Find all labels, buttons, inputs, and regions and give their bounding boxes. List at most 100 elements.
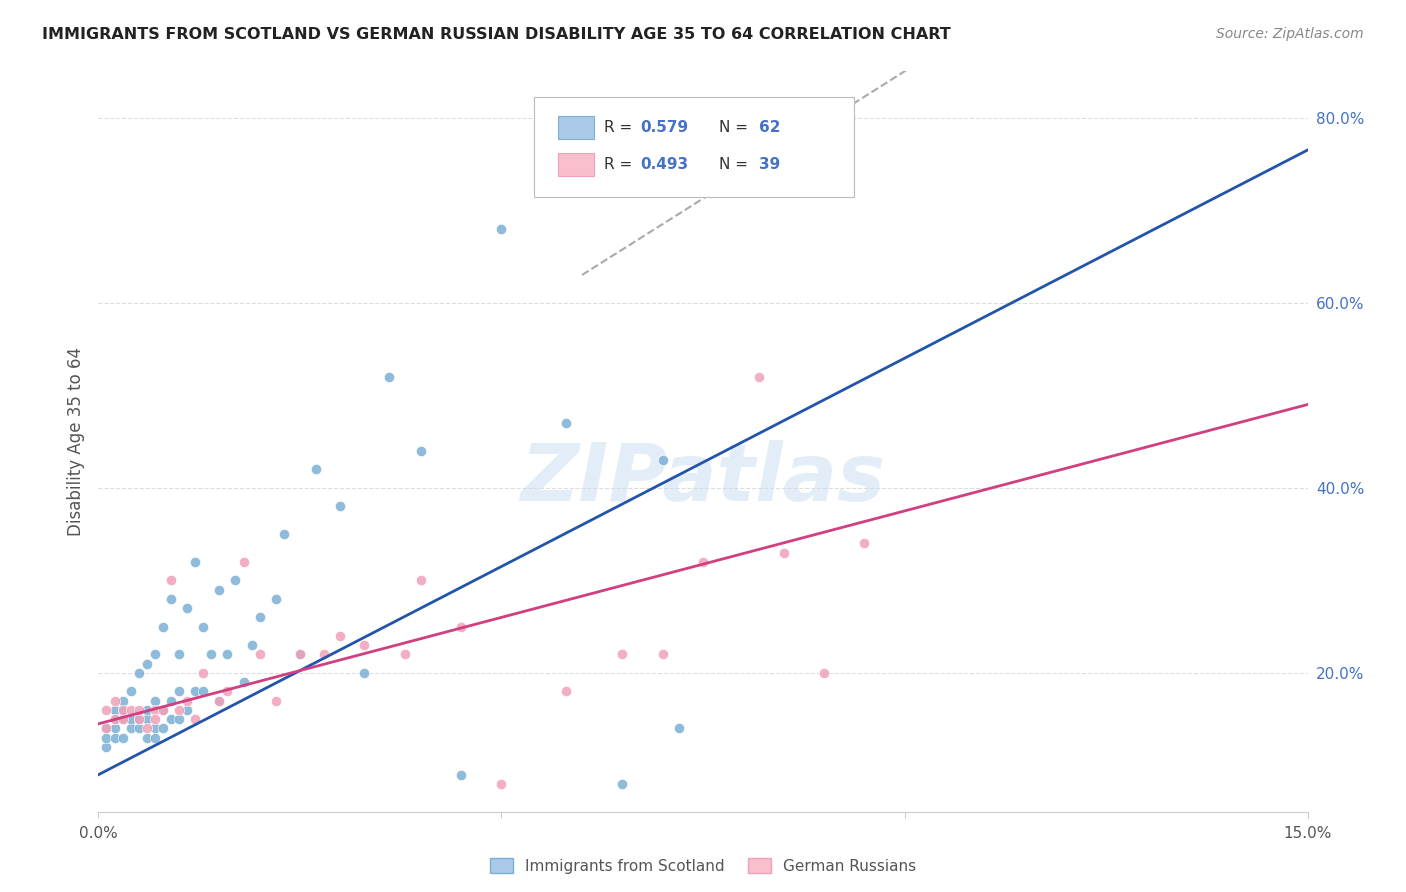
Point bbox=[128, 722, 150, 736]
Text: ZIPatlas: ZIPatlas bbox=[520, 440, 886, 517]
Point bbox=[120, 722, 142, 736]
FancyBboxPatch shape bbox=[558, 116, 595, 139]
Point bbox=[96, 739, 118, 754]
Point bbox=[96, 731, 118, 745]
Point bbox=[160, 712, 183, 726]
Point bbox=[232, 555, 254, 569]
Point bbox=[264, 591, 287, 606]
Point bbox=[409, 443, 432, 458]
Point bbox=[103, 722, 125, 736]
Point bbox=[288, 648, 311, 662]
Point bbox=[135, 731, 157, 745]
Text: IMMIGRANTS FROM SCOTLAND VS GERMAN RUSSIAN DISABILITY AGE 35 TO 64 CORRELATION C: IMMIGRANTS FROM SCOTLAND VS GERMAN RUSSI… bbox=[42, 27, 950, 42]
Point bbox=[135, 703, 157, 717]
Point bbox=[103, 694, 125, 708]
Text: 62: 62 bbox=[759, 120, 780, 135]
Point bbox=[329, 629, 352, 643]
Point bbox=[193, 619, 215, 633]
Point bbox=[128, 712, 150, 726]
Point bbox=[249, 648, 271, 662]
Point bbox=[143, 731, 166, 745]
Text: Source: ZipAtlas.com: Source: ZipAtlas.com bbox=[1216, 27, 1364, 41]
Point bbox=[772, 545, 794, 560]
Point bbox=[176, 694, 198, 708]
FancyBboxPatch shape bbox=[558, 153, 595, 177]
Point bbox=[224, 574, 246, 588]
Point bbox=[184, 712, 207, 726]
Point bbox=[167, 703, 190, 717]
Point bbox=[853, 536, 876, 550]
Point bbox=[111, 694, 134, 708]
Point bbox=[135, 712, 157, 726]
Point bbox=[103, 731, 125, 745]
Point bbox=[208, 694, 231, 708]
Point bbox=[103, 712, 125, 726]
Point bbox=[152, 703, 174, 717]
Point bbox=[160, 574, 183, 588]
Y-axis label: Disability Age 35 to 64: Disability Age 35 to 64 bbox=[66, 347, 84, 536]
Point bbox=[450, 619, 472, 633]
Point bbox=[176, 601, 198, 615]
Point bbox=[491, 221, 513, 235]
Point bbox=[176, 703, 198, 717]
Point bbox=[160, 591, 183, 606]
Point bbox=[200, 648, 222, 662]
Point bbox=[217, 648, 239, 662]
Point bbox=[167, 712, 190, 726]
Point bbox=[353, 665, 375, 680]
Text: R =: R = bbox=[603, 120, 637, 135]
Legend: Immigrants from Scotland, German Russians: Immigrants from Scotland, German Russian… bbox=[484, 852, 922, 880]
Point bbox=[555, 684, 578, 698]
Point bbox=[184, 555, 207, 569]
Point bbox=[152, 703, 174, 717]
Point bbox=[184, 684, 207, 698]
Point bbox=[264, 694, 287, 708]
Point bbox=[193, 665, 215, 680]
Point bbox=[111, 731, 134, 745]
Point bbox=[152, 619, 174, 633]
Point bbox=[111, 703, 134, 717]
Point bbox=[668, 722, 690, 736]
Point bbox=[377, 369, 399, 384]
Point bbox=[813, 665, 835, 680]
Point bbox=[394, 648, 416, 662]
Point bbox=[167, 684, 190, 698]
Point bbox=[651, 648, 673, 662]
Text: R =: R = bbox=[603, 157, 637, 172]
Point bbox=[160, 694, 183, 708]
Point bbox=[143, 694, 166, 708]
Point bbox=[208, 582, 231, 597]
Point bbox=[120, 684, 142, 698]
Point bbox=[143, 648, 166, 662]
Point bbox=[314, 648, 336, 662]
Point bbox=[329, 500, 352, 514]
Point bbox=[273, 527, 295, 541]
Point bbox=[409, 574, 432, 588]
FancyBboxPatch shape bbox=[534, 97, 855, 197]
Point bbox=[128, 712, 150, 726]
Point bbox=[208, 694, 231, 708]
Text: 39: 39 bbox=[759, 157, 780, 172]
Text: N =: N = bbox=[718, 120, 752, 135]
Point bbox=[612, 648, 634, 662]
Point bbox=[491, 777, 513, 791]
Point bbox=[353, 638, 375, 652]
Point bbox=[96, 703, 118, 717]
Point bbox=[143, 722, 166, 736]
Point bbox=[152, 722, 174, 736]
Point bbox=[120, 703, 142, 717]
Point bbox=[249, 610, 271, 624]
Text: N =: N = bbox=[718, 157, 752, 172]
Point bbox=[96, 722, 118, 736]
Point bbox=[111, 712, 134, 726]
Point bbox=[450, 767, 472, 781]
Point bbox=[305, 462, 328, 476]
Point bbox=[232, 675, 254, 690]
Point bbox=[135, 657, 157, 671]
Point bbox=[240, 638, 263, 652]
Point bbox=[555, 416, 578, 430]
Point bbox=[612, 777, 634, 791]
Point bbox=[143, 703, 166, 717]
Point bbox=[692, 555, 714, 569]
Point bbox=[128, 665, 150, 680]
